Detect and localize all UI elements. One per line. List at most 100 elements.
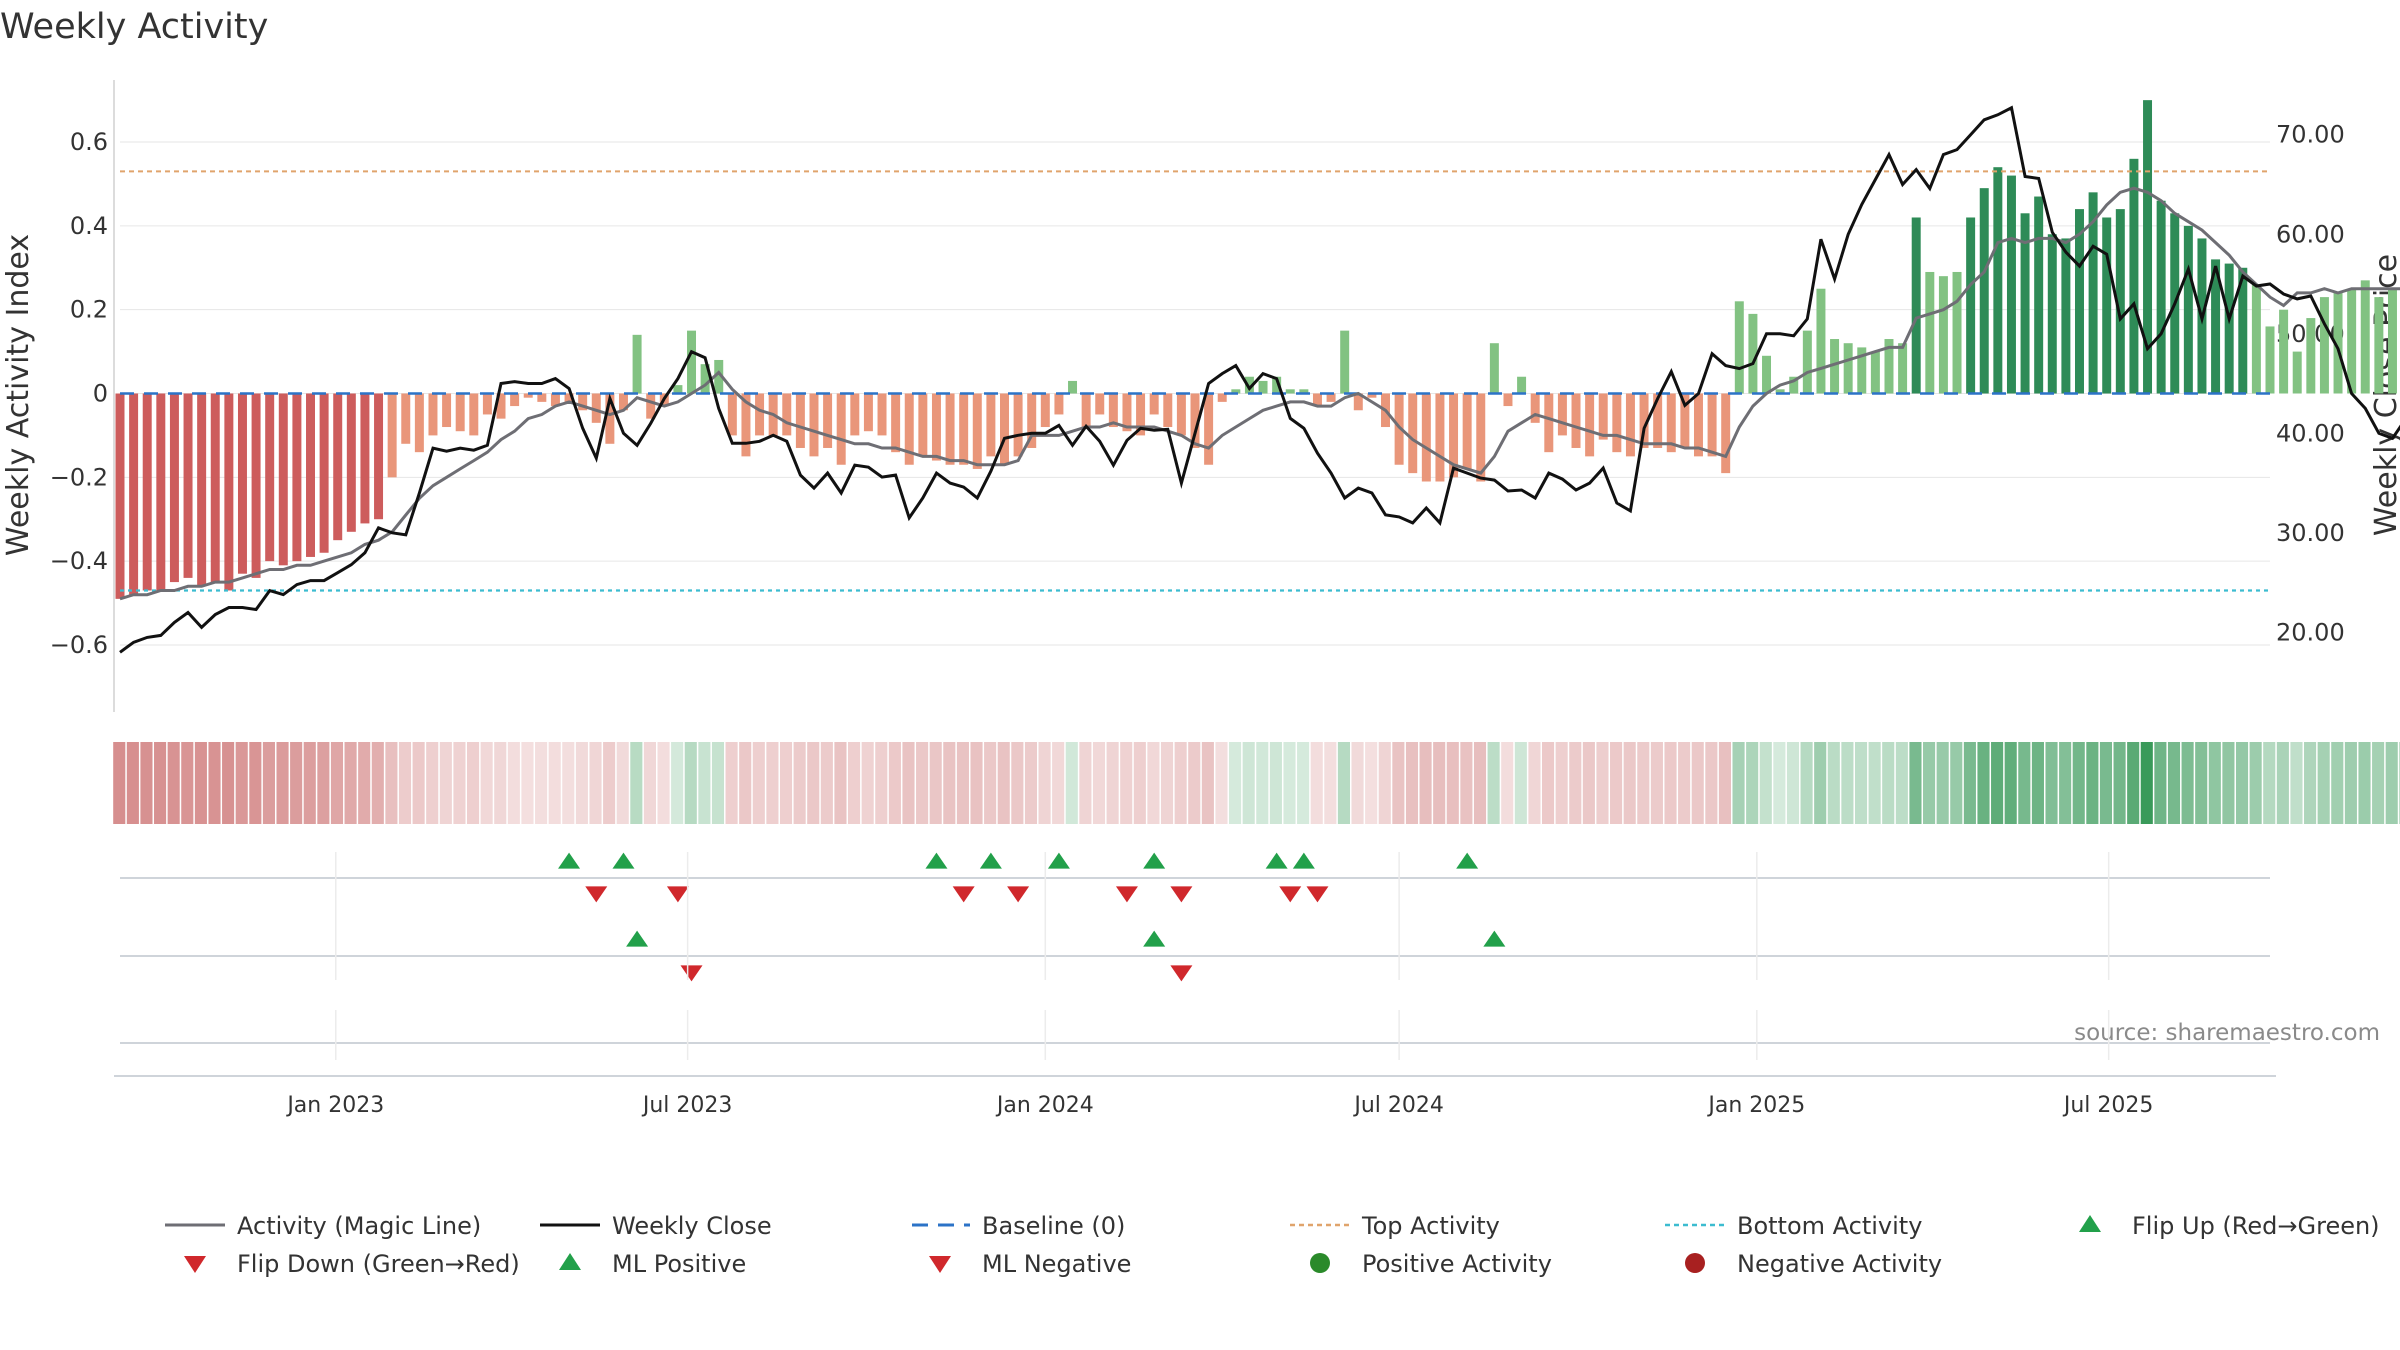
heat-cell [888, 742, 901, 824]
legend-item: Flip Up (Red→Green) [2079, 1212, 2380, 1240]
heat-cell [2099, 742, 2113, 824]
legend-label: Positive Activity [1362, 1250, 1552, 1278]
activity-bar [1040, 393, 1050, 428]
heat-cell [1024, 742, 1038, 824]
heat-cell [1827, 742, 1840, 824]
heat-cell [956, 742, 969, 824]
heat-cell [1854, 742, 1868, 824]
heat-cell [358, 742, 371, 824]
activity-bar [782, 393, 792, 436]
activity-bar [1639, 393, 1649, 448]
activity-bar [795, 393, 805, 448]
activity-bar [1925, 271, 1935, 394]
flip-down-marker [585, 886, 608, 903]
heat-cell [317, 742, 330, 824]
heat-cell [1133, 742, 1146, 824]
activity-bar [1027, 393, 1037, 448]
activity-bar [1748, 313, 1758, 394]
activity-bar [1789, 376, 1799, 394]
activity-bar [292, 393, 302, 562]
heat-cell [548, 742, 561, 824]
activity-bar [1149, 393, 1159, 415]
heat-cell [1582, 742, 1595, 824]
heat-cell [698, 742, 711, 824]
activity-bar [2075, 209, 2084, 394]
heat-cell [916, 742, 929, 824]
legend-label: Baseline (0) [982, 1212, 1125, 1240]
heat-cell [2358, 742, 2371, 824]
y-tick-label: 0.2 [70, 296, 108, 324]
flip-down-marker [1170, 886, 1193, 903]
y-tick-label: −0.2 [50, 463, 108, 491]
heat-cell [2127, 742, 2140, 824]
activity-bar [1312, 393, 1322, 407]
heat-cell [2344, 742, 2357, 824]
heat-cell [1242, 742, 1255, 824]
grid-lines [113, 80, 2270, 712]
heat-cell [589, 742, 602, 824]
activity-bar [346, 393, 356, 532]
activity-bar [891, 393, 901, 453]
heat-cell [1732, 742, 1745, 824]
legend-swatch [2079, 1215, 2101, 1232]
activity-bar [605, 393, 615, 444]
activity-bar [1367, 393, 1377, 398]
heat-cell [2372, 742, 2385, 824]
heat-cell [725, 742, 738, 824]
legend-item: Weekly Close [540, 1212, 772, 1240]
activity-bar [2279, 309, 2289, 394]
activity-bar [1734, 301, 1744, 394]
heat-cell [1419, 742, 1432, 824]
activity-bar [1108, 393, 1118, 428]
activity-bar [1857, 347, 1867, 394]
heat-cell [1882, 742, 1895, 824]
heat-cell [1038, 742, 1051, 824]
heat-cell [1528, 742, 1541, 824]
heat-cell [1991, 742, 2004, 824]
heat-cell [1841, 742, 1854, 824]
activity-bar [278, 393, 288, 566]
heat-cell [2018, 742, 2031, 824]
y2-tick-label: 30.00 [2276, 519, 2345, 547]
flip-up-marker [925, 852, 948, 869]
heat-cell [848, 742, 861, 824]
flip-up-marker [1292, 852, 1315, 869]
activity-bar [986, 393, 996, 457]
activity-bar [251, 393, 261, 578]
heat-cell [984, 742, 997, 824]
activity-bar [2129, 158, 2139, 394]
heat-cell [1746, 742, 1759, 824]
activity-bar [2347, 288, 2357, 394]
heat-cell [1460, 742, 1473, 824]
activity-bar [632, 334, 642, 394]
flip-up-marker [612, 852, 635, 869]
legend-swatch [184, 1256, 206, 1273]
y-tick-label: 0 [93, 380, 108, 408]
heat-cell [466, 742, 480, 824]
series-lines [119, 105, 2400, 654]
heat-cell [807, 742, 820, 824]
activity-bar [1462, 393, 1472, 469]
activity-bar [904, 393, 914, 465]
activity-bar [809, 393, 819, 457]
heat-cell [820, 742, 833, 824]
activity-bar [1353, 393, 1363, 411]
activity-bar [1068, 380, 1078, 394]
heat-cell [412, 742, 425, 824]
activity-bar [578, 393, 588, 411]
heat-cell [1814, 742, 1827, 824]
activity-bar [2319, 297, 2329, 394]
heat-cell [643, 742, 656, 824]
heat-cell [426, 742, 439, 824]
heat-cell [2031, 742, 2044, 824]
heat-cell [711, 742, 725, 824]
heat-cell [684, 742, 697, 824]
activity-bar [2047, 234, 2057, 394]
activity-bar [1394, 393, 1404, 465]
heat-cell [494, 742, 507, 824]
flip-down-marker [952, 886, 975, 903]
heat-cell [2181, 742, 2194, 824]
heat-cell [929, 742, 942, 824]
legend-label: Top Activity [1361, 1212, 1500, 1240]
activity-bar [1979, 188, 1989, 394]
